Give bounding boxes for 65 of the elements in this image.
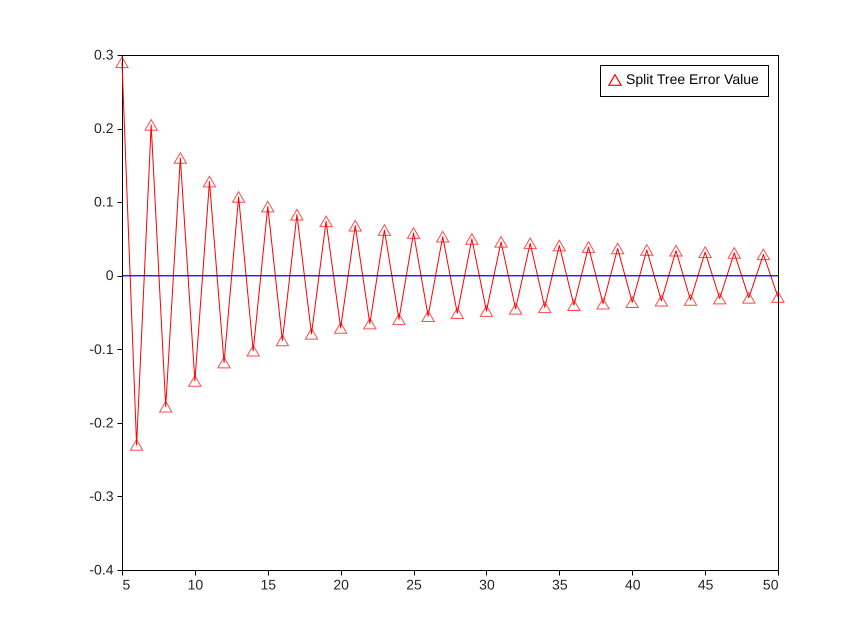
point [524, 238, 537, 250]
y-tick-label: 0.3 [94, 46, 114, 62]
point [422, 310, 435, 322]
y-tick-label: 0 [106, 267, 114, 284]
x-tick-label: 20 [333, 576, 350, 592]
y-tick-label: -0.1 [89, 340, 114, 357]
y-tick-label: 0.1 [94, 194, 114, 210]
point [538, 302, 552, 314]
x-tick-label: 35 [552, 576, 568, 592]
x-tick-label: 25 [406, 576, 422, 592]
point [304, 328, 318, 340]
point [276, 334, 289, 346]
legend-label: Split Tree Error Value [626, 71, 760, 87]
point [202, 176, 216, 188]
point [713, 292, 726, 304]
y-tick-label: -0.4 [89, 562, 114, 578]
point [669, 244, 683, 257]
point [582, 241, 596, 253]
point [217, 356, 231, 368]
point [626, 296, 639, 308]
x-tick-label: 45 [698, 576, 714, 592]
point [348, 220, 362, 232]
point [130, 439, 144, 451]
point [232, 191, 246, 203]
point [465, 233, 478, 245]
x-tick-label: 5 [122, 576, 130, 592]
point [480, 305, 494, 317]
x-tick-label: 30 [479, 576, 495, 592]
point [654, 294, 668, 307]
point [319, 215, 333, 228]
point [334, 322, 348, 334]
point [567, 299, 581, 311]
point [771, 291, 785, 303]
point [188, 375, 202, 387]
point [378, 224, 392, 236]
point [436, 230, 450, 243]
point [640, 244, 654, 256]
point [552, 240, 566, 252]
point [174, 152, 187, 164]
point [728, 247, 741, 259]
x-tick-label: 10 [188, 576, 204, 592]
point [392, 313, 406, 325]
y-tick-label: -0.2 [89, 414, 114, 430]
point [494, 236, 508, 248]
x-tick-label: 40 [624, 576, 641, 592]
point [508, 303, 522, 315]
y-tick-label: 0.2 [94, 120, 114, 136]
y-tick-label: -0.3 [89, 488, 114, 504]
point [596, 298, 610, 310]
x-tick-label: 15 [260, 576, 276, 592]
point [261, 200, 274, 212]
point [406, 227, 420, 239]
point [246, 344, 260, 357]
point [115, 56, 129, 68]
point [742, 292, 756, 304]
point [698, 246, 712, 258]
point [684, 294, 698, 306]
point [144, 119, 158, 131]
point [290, 208, 304, 220]
point [756, 248, 770, 260]
point [159, 400, 172, 412]
point [611, 242, 624, 254]
point [363, 318, 376, 330]
x-tick-label: 50 [762, 576, 779, 592]
point [450, 307, 464, 320]
